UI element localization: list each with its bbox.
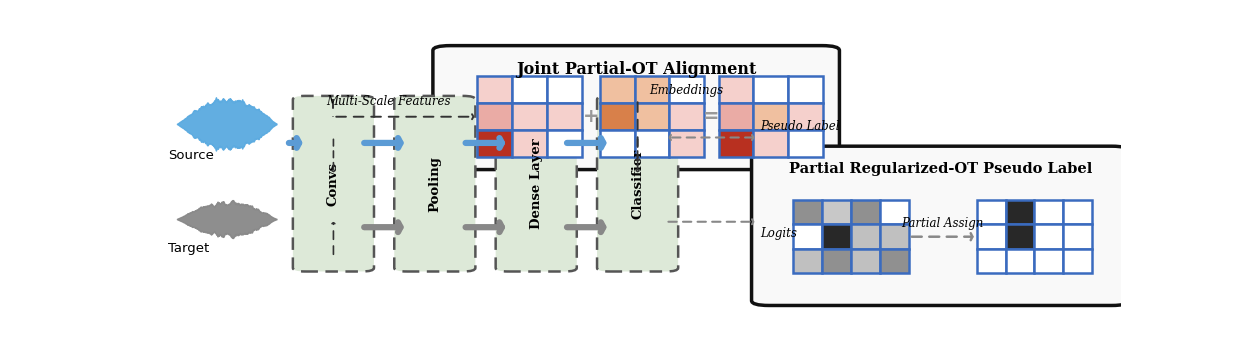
Bar <box>601 76 634 103</box>
Bar <box>754 130 789 157</box>
Bar <box>601 103 634 130</box>
Bar <box>822 200 851 225</box>
Bar <box>512 76 547 103</box>
Bar <box>851 249 880 273</box>
Bar <box>1034 249 1064 273</box>
Bar <box>794 249 822 273</box>
Bar <box>634 103 669 130</box>
Bar <box>669 76 704 103</box>
Bar <box>754 76 789 103</box>
FancyBboxPatch shape <box>394 96 476 271</box>
FancyBboxPatch shape <box>751 146 1129 305</box>
Bar <box>1006 225 1034 249</box>
Bar <box>1034 225 1064 249</box>
Bar <box>851 200 880 225</box>
Bar <box>601 130 634 157</box>
Bar <box>794 225 822 249</box>
Bar <box>669 103 704 130</box>
Bar <box>789 103 824 130</box>
Text: Target: Target <box>168 243 209 256</box>
Bar <box>977 225 1006 249</box>
Bar <box>880 249 910 273</box>
Text: Partial Assign: Partial Assign <box>902 217 984 230</box>
Bar <box>634 130 669 157</box>
Bar <box>1064 225 1093 249</box>
Bar <box>754 103 789 130</box>
FancyBboxPatch shape <box>293 96 374 271</box>
FancyBboxPatch shape <box>496 96 577 271</box>
Bar <box>789 130 824 157</box>
Bar <box>1034 200 1064 225</box>
Bar <box>822 249 851 273</box>
Text: Pooling: Pooling <box>429 156 441 212</box>
Bar <box>512 130 547 157</box>
Bar <box>547 130 582 157</box>
Bar <box>977 249 1006 273</box>
Bar <box>477 130 512 157</box>
Bar <box>477 103 512 130</box>
Text: Pseudo Label: Pseudo Label <box>760 120 840 133</box>
Text: Multi-Scale Features: Multi-Scale Features <box>326 95 450 108</box>
Bar <box>789 76 824 103</box>
Bar <box>794 200 822 225</box>
Bar <box>880 225 910 249</box>
Bar <box>634 76 669 103</box>
Text: Source: Source <box>168 149 214 162</box>
Text: Dense Layer: Dense Layer <box>530 138 543 229</box>
Bar <box>977 200 1006 225</box>
Bar <box>1064 200 1093 225</box>
Bar <box>719 130 754 157</box>
Text: Embeddings: Embeddings <box>649 84 724 97</box>
Text: +: + <box>583 107 599 126</box>
Bar <box>1006 200 1034 225</box>
FancyBboxPatch shape <box>432 46 840 169</box>
Text: Partial Regularized-OT Pseudo Label: Partial Regularized-OT Pseudo Label <box>789 162 1091 176</box>
Bar <box>880 200 910 225</box>
FancyBboxPatch shape <box>597 96 678 271</box>
Bar <box>719 76 754 103</box>
Bar <box>547 76 582 103</box>
Bar <box>719 103 754 130</box>
Bar <box>1064 249 1093 273</box>
Bar <box>512 103 547 130</box>
Bar <box>851 225 880 249</box>
Bar <box>669 130 704 157</box>
Text: Logits: Logits <box>760 227 797 240</box>
Text: =: = <box>703 107 720 126</box>
Bar <box>477 76 512 103</box>
Bar <box>822 225 851 249</box>
Text: Classifier: Classifier <box>632 149 644 219</box>
Text: Joint Partial-OT Alignment: Joint Partial-OT Alignment <box>516 61 756 78</box>
Text: Convs: Convs <box>326 162 340 206</box>
Bar <box>1006 249 1034 273</box>
Bar <box>547 103 582 130</box>
